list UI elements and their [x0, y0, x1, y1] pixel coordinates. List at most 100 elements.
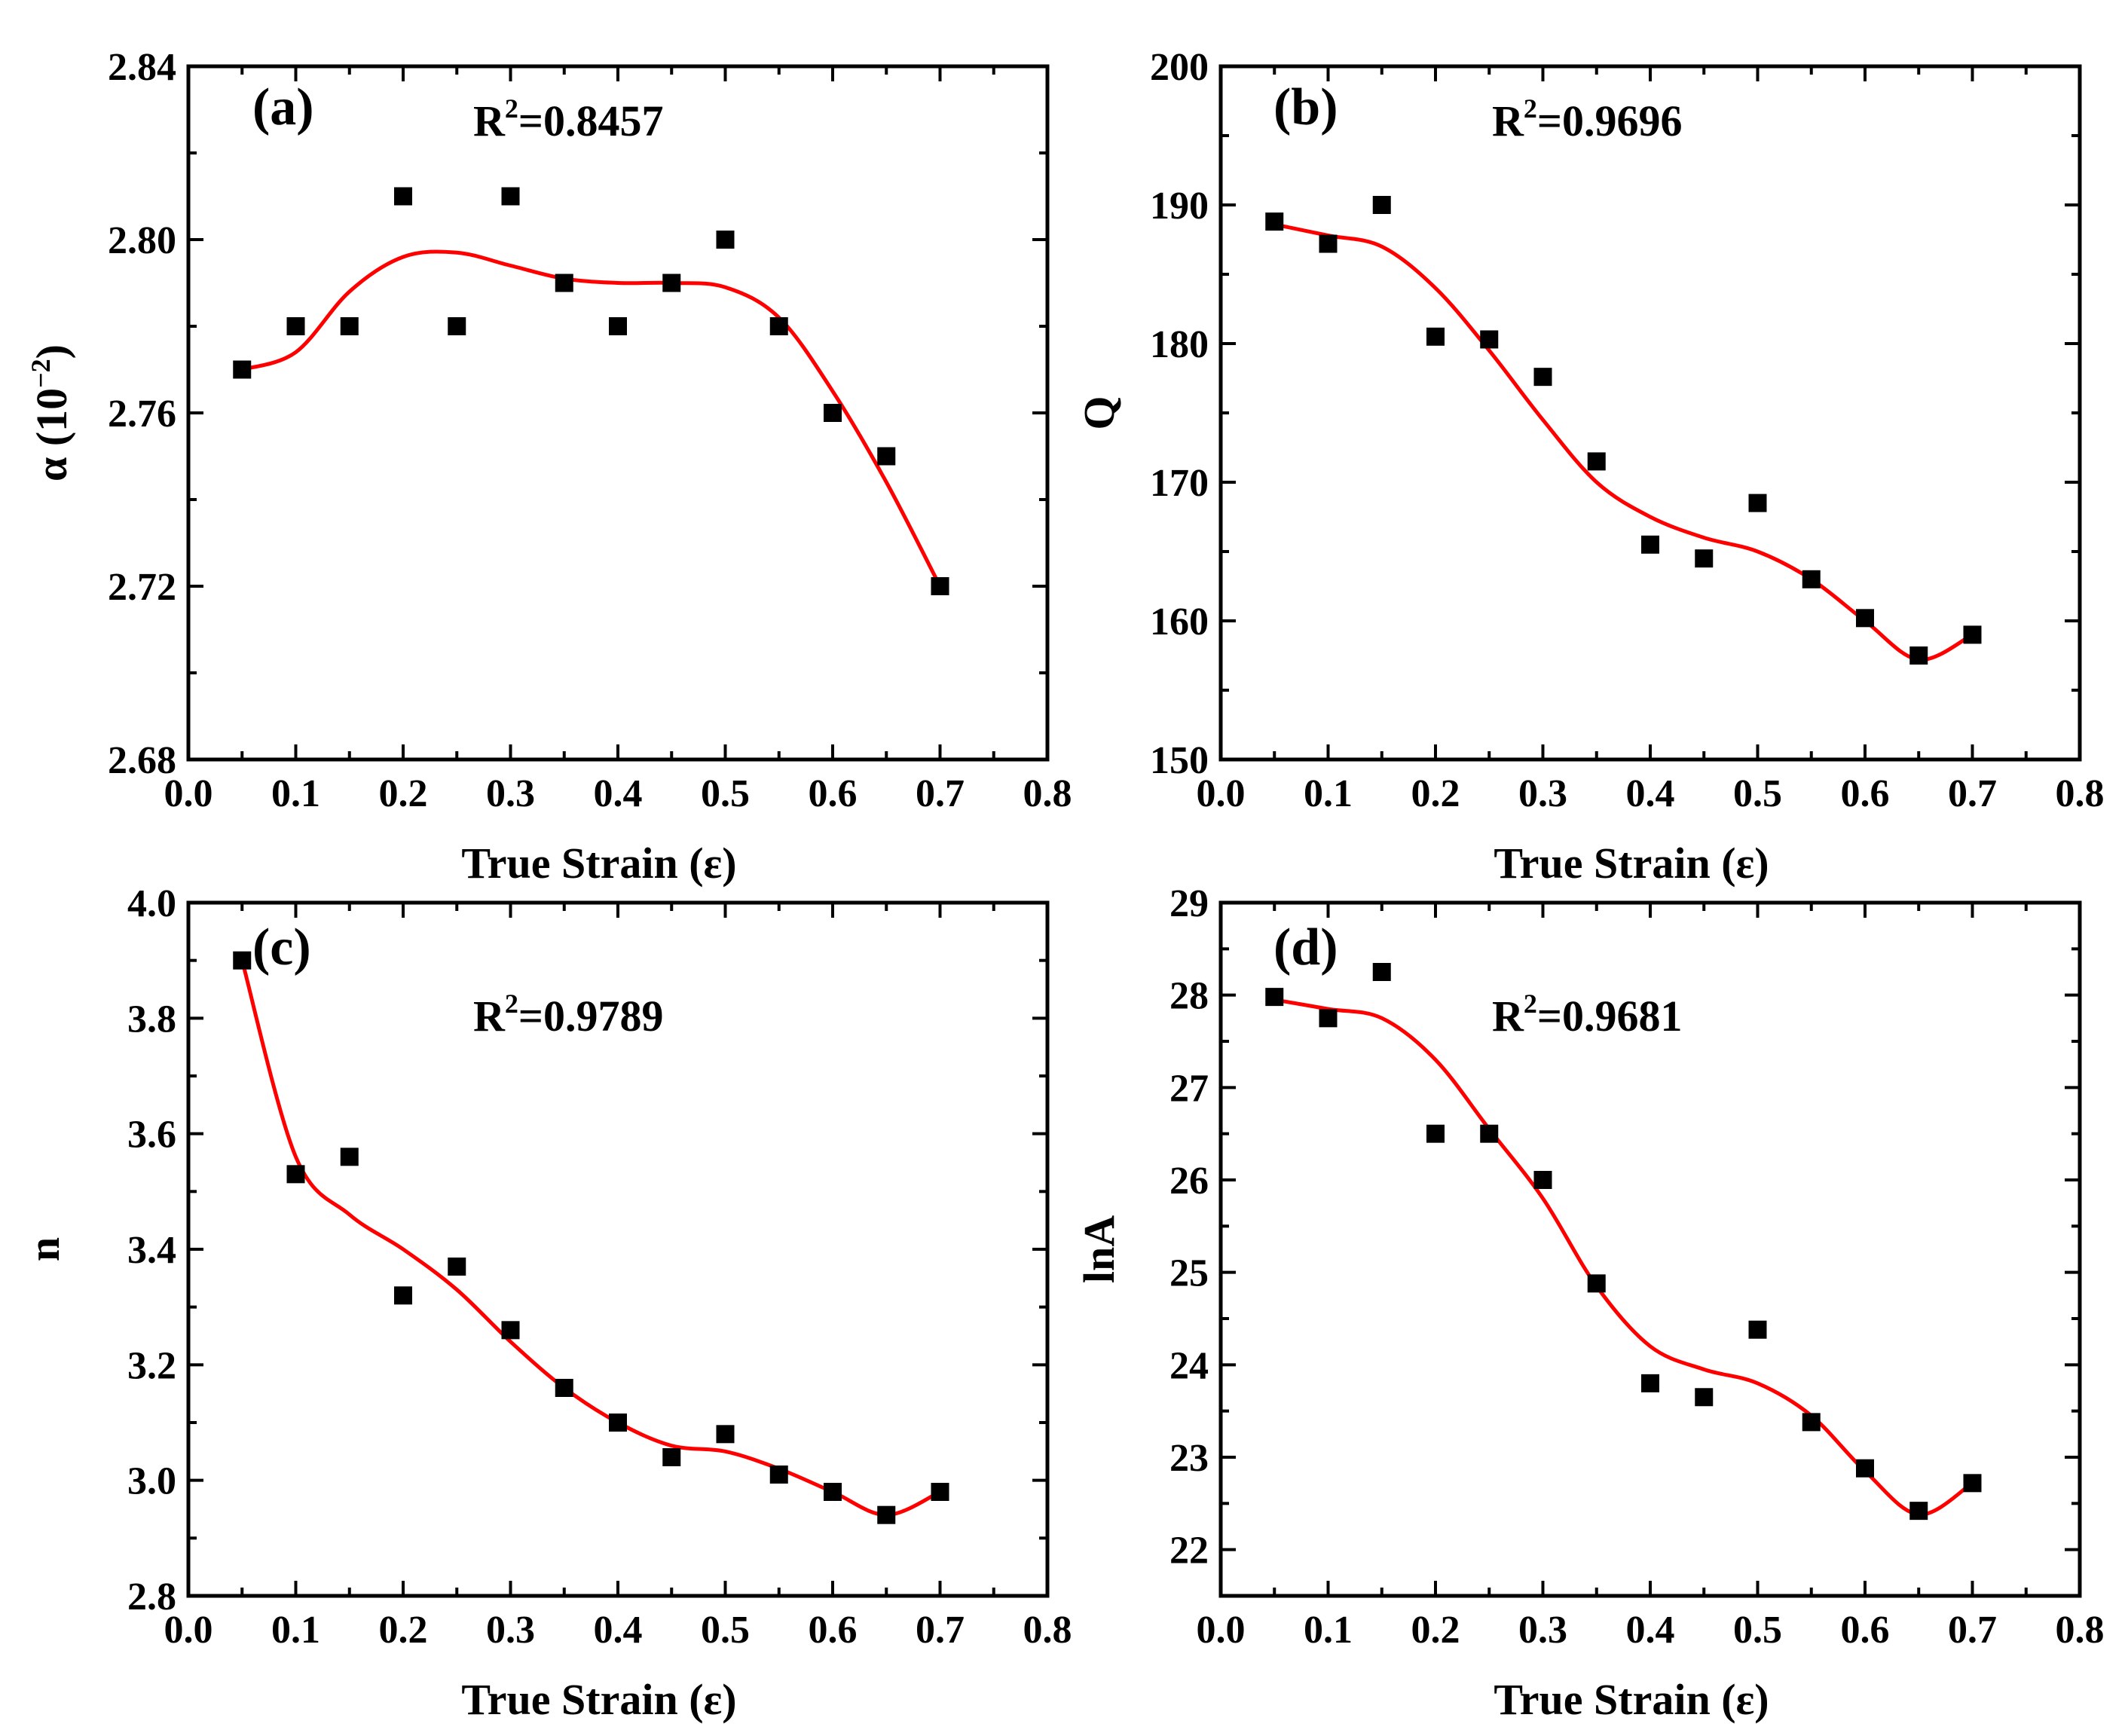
x-tick-label: 0.1 — [271, 1609, 320, 1652]
panel-c-points — [233, 951, 949, 1524]
data-point — [877, 1505, 896, 1524]
panel-d: 0.0 0.1 0.2 0.3 0.4 0.5 0.6 0.7 0.8 22 23 24 25 26 27 2… — [1075, 882, 2105, 1724]
panel-d-points — [1265, 963, 1982, 1521]
data-point — [662, 1448, 681, 1466]
data-point — [1856, 609, 1874, 628]
data-point — [1533, 1171, 1552, 1189]
data-point — [233, 360, 252, 379]
x-tick-label: 0.8 — [1023, 772, 1072, 815]
data-point — [555, 1379, 573, 1397]
data-point — [1641, 535, 1659, 554]
y-tick-label: 160 — [1150, 601, 1209, 643]
x-tick-label: 0.3 — [1518, 1609, 1567, 1652]
x-tick-label: 0.5 — [1733, 1609, 1782, 1652]
data-point — [286, 1165, 305, 1184]
y-tick-label: 190 — [1150, 185, 1209, 228]
data-point — [609, 1414, 627, 1432]
y-tick-label: 150 — [1150, 739, 1209, 782]
data-point — [233, 951, 252, 970]
x-tick-label: 0.0 — [1197, 1609, 1246, 1652]
data-point — [931, 577, 949, 595]
x-tick-label: 0.6 — [1841, 1609, 1890, 1652]
data-point — [555, 274, 573, 292]
panel-c: 0.0 0.1 0.2 0.3 0.4 0.5 0.6 0.7 0.8 2.8 3.0 3.2 3.4 3… — [20, 882, 1072, 1724]
y-tick-label: 28 — [1169, 975, 1209, 1018]
panel-d-ticks — [1219, 901, 2081, 1596]
data-point — [1909, 1502, 1928, 1521]
data-point — [340, 317, 359, 335]
data-point — [1372, 196, 1391, 214]
data-point — [1641, 1374, 1659, 1392]
data-point — [501, 187, 520, 206]
data-point — [824, 1483, 842, 1501]
panel-b-xlabel: True Strain (ε) — [1494, 839, 1769, 888]
panel-b-tick-labels: 0.0 0.1 0.2 0.3 0.4 0.5 0.6 0.7 0.8 150 160 170 180 1… — [1150, 46, 2105, 815]
data-point — [1533, 368, 1552, 387]
data-point — [769, 1466, 788, 1484]
data-point — [716, 1425, 735, 1444]
panel-c-tick-labels: 0.0 0.1 0.2 0.3 0.4 0.5 0.6 0.7 0.8 2.8 3.0 3.2 3.4 3… — [127, 882, 1072, 1652]
panel-b-fit-curve — [1273, 222, 1974, 662]
x-tick-label: 0.7 — [916, 772, 965, 815]
x-tick-label: 0.2 — [379, 1609, 428, 1652]
panel-c-ticks — [187, 901, 1049, 1597]
panel-a-tick-labels: 0.0 0.1 0.2 0.3 0.4 0.5 0.6 0.7 0.8 2.68 2.72 2.76 2… — [108, 46, 1072, 815]
panel-c-xlabel: True Strain (ε) — [461, 1675, 736, 1724]
data-point — [877, 447, 896, 466]
y-tick-label: 4.0 — [127, 882, 176, 925]
x-tick-label: 0.0 — [1197, 772, 1246, 815]
data-point — [1695, 1388, 1714, 1407]
x-tick-label: 0.3 — [486, 772, 535, 815]
y-tick-label: 2.8 — [127, 1576, 176, 1618]
panel-c-r2: R2=0.9789 — [473, 989, 663, 1041]
x-tick-label: 0.4 — [594, 1609, 643, 1652]
y-tick-label: 200 — [1150, 46, 1209, 89]
x-tick-label: 0.7 — [916, 1609, 965, 1652]
y-tick-label: 23 — [1169, 1437, 1209, 1480]
panel-b-frame — [1218, 64, 2082, 762]
panel-b-r2: R2=0.9696 — [1492, 93, 1682, 145]
data-point — [394, 187, 412, 206]
data-point — [1480, 1124, 1499, 1143]
x-tick-label: 0.6 — [809, 772, 858, 815]
data-point — [1372, 963, 1391, 981]
data-point — [1963, 1474, 1982, 1493]
data-point — [1802, 1413, 1821, 1432]
x-tick-label: 0.1 — [1304, 772, 1353, 815]
data-point — [1802, 570, 1821, 588]
x-tick-label: 0.6 — [1841, 772, 1890, 815]
y-tick-label: 3.4 — [127, 1229, 176, 1272]
panel-a-ticks — [187, 65, 1049, 761]
panel-b-ticks — [1219, 65, 2081, 761]
panel-d-tick-labels: 0.0 0.1 0.2 0.3 0.4 0.5 0.6 0.7 0.8 22 23 24 25 26 27 2… — [1169, 882, 2105, 1652]
x-tick-label: 0.4 — [1626, 1609, 1675, 1652]
data-point — [394, 1286, 412, 1305]
data-point — [1426, 1124, 1445, 1143]
data-point — [1319, 1009, 1338, 1028]
x-tick-label: 0.2 — [1411, 1609, 1460, 1652]
data-point — [1480, 330, 1499, 349]
x-tick-label: 0.7 — [1948, 772, 1997, 815]
y-tick-label: 2.76 — [108, 393, 176, 436]
data-point — [1587, 452, 1606, 471]
panel-d-r2: R2=0.9681 — [1492, 989, 1682, 1041]
panel-d-label: (d) — [1273, 918, 1338, 976]
x-tick-label: 0.0 — [164, 772, 213, 815]
y-tick-label: 24 — [1169, 1344, 1209, 1387]
panel-a-frame — [186, 64, 1050, 762]
panel-a-ylabel: α (10−2) — [26, 344, 76, 481]
y-tick-label: 3.0 — [127, 1460, 176, 1503]
y-tick-label: 25 — [1169, 1252, 1209, 1295]
x-tick-label: 0.1 — [1304, 1609, 1353, 1652]
panel-c-label: (c) — [252, 918, 311, 976]
x-tick-label: 0.8 — [1023, 1609, 1072, 1652]
data-point — [609, 317, 627, 335]
y-tick-label: 3.2 — [127, 1344, 176, 1387]
y-tick-label: 3.6 — [127, 1114, 176, 1157]
y-tick-label: 29 — [1169, 882, 1209, 925]
panel-a: 0.0 0.1 0.2 0.3 0.4 0.5 0.6 0.7 0.8 2.68 2.72 2.76 2… — [26, 46, 1072, 888]
panel-c-ylabel: n — [20, 1237, 69, 1261]
x-tick-label: 0.2 — [379, 772, 428, 815]
x-tick-label: 0.5 — [701, 1609, 750, 1652]
panel-b: 0.0 0.1 0.2 0.3 0.4 0.5 0.6 0.7 0.8 150 160 170 180 1… — [1075, 46, 2105, 888]
